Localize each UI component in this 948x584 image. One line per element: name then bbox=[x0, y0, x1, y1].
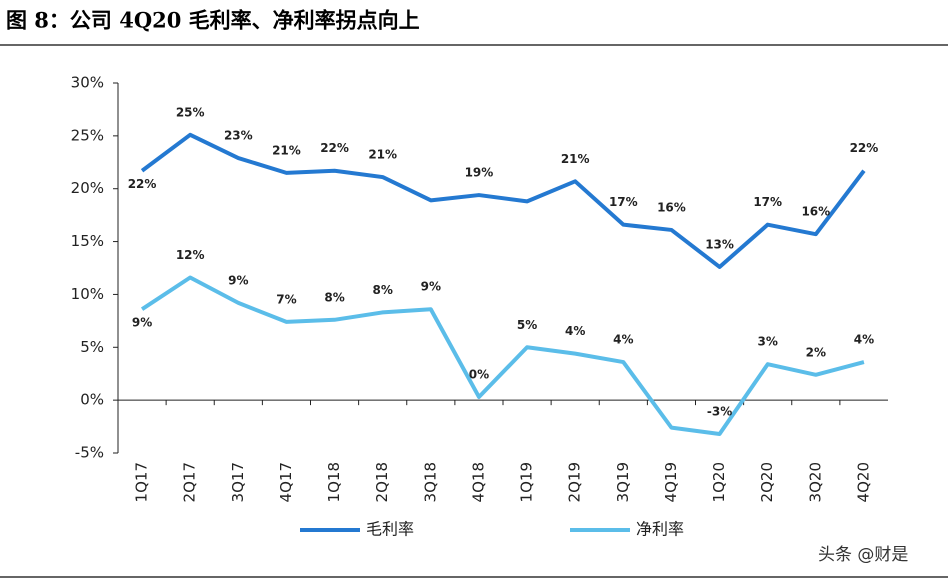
data-label: 17% bbox=[609, 195, 638, 209]
data-label: 0% bbox=[469, 367, 489, 381]
data-label: 4% bbox=[854, 333, 874, 347]
x-tick-label: 2Q20 bbox=[758, 462, 776, 502]
x-tick-label: 2Q17 bbox=[181, 462, 199, 502]
data-label: 8% bbox=[324, 290, 344, 304]
series-line bbox=[140, 275, 865, 436]
data-label: 21% bbox=[368, 148, 397, 162]
data-label: 21% bbox=[272, 143, 301, 157]
data-label: 12% bbox=[176, 248, 205, 262]
x-tick-label: 4Q20 bbox=[854, 462, 872, 502]
watermark: 头条 @财是 bbox=[818, 545, 908, 565]
data-label: 22% bbox=[128, 177, 157, 191]
x-tick-label: 3Q17 bbox=[229, 462, 247, 502]
data-label: 25% bbox=[176, 105, 205, 119]
x-tick-label: 1Q17 bbox=[133, 462, 151, 502]
data-label: 23% bbox=[224, 129, 253, 143]
x-tick-label: 2Q19 bbox=[566, 462, 584, 502]
data-label: 17% bbox=[753, 195, 782, 209]
x-tick-label: 4Q18 bbox=[469, 462, 487, 502]
x-tick-label: 1Q20 bbox=[710, 462, 728, 502]
y-tick-label: 15% bbox=[71, 232, 104, 250]
x-tick-label: 3Q19 bbox=[614, 462, 632, 502]
data-label: 8% bbox=[373, 283, 393, 297]
data-label: 22% bbox=[320, 141, 349, 155]
data-label: 19% bbox=[465, 166, 494, 180]
data-label: 5% bbox=[517, 318, 537, 332]
data-label: 4% bbox=[565, 324, 585, 338]
chart-title: 图 8：公司 4Q20 毛利率、净利率拐点向上 bbox=[6, 8, 420, 33]
y-tick-label: 20% bbox=[71, 179, 104, 197]
x-tick-label: 3Q20 bbox=[806, 462, 824, 502]
data-label: -3% bbox=[707, 404, 732, 418]
data-label: 4% bbox=[613, 333, 633, 347]
data-label: 16% bbox=[657, 200, 686, 214]
data-label: 2% bbox=[806, 345, 826, 359]
y-tick-label: -5% bbox=[75, 444, 104, 462]
y-tick-label: 0% bbox=[80, 391, 104, 409]
data-label: 16% bbox=[801, 205, 830, 219]
y-tick-label: 5% bbox=[80, 338, 104, 356]
x-tick-label: 4Q19 bbox=[662, 462, 680, 502]
x-tick-label: 3Q18 bbox=[421, 462, 439, 502]
x-tick-label: 2Q18 bbox=[373, 462, 391, 502]
legend-label: 毛利率 bbox=[366, 520, 414, 539]
data-label: 7% bbox=[276, 292, 296, 306]
data-label: 3% bbox=[758, 335, 778, 349]
x-tick-label: 4Q17 bbox=[277, 462, 295, 502]
y-tick-label: 25% bbox=[71, 126, 104, 144]
legend-label: 净利率 bbox=[636, 520, 684, 539]
data-label: 9% bbox=[228, 273, 248, 287]
data-label: 21% bbox=[561, 152, 590, 166]
data-label: 9% bbox=[421, 280, 441, 294]
y-tick-label: 30% bbox=[71, 74, 104, 92]
x-tick-label: 1Q19 bbox=[518, 462, 536, 502]
data-label: 22% bbox=[850, 141, 879, 155]
series-line bbox=[140, 132, 866, 269]
data-label: 13% bbox=[705, 237, 734, 251]
x-tick-label: 1Q18 bbox=[325, 462, 343, 502]
y-tick-label: 10% bbox=[71, 285, 104, 303]
data-label: 9% bbox=[132, 316, 152, 330]
